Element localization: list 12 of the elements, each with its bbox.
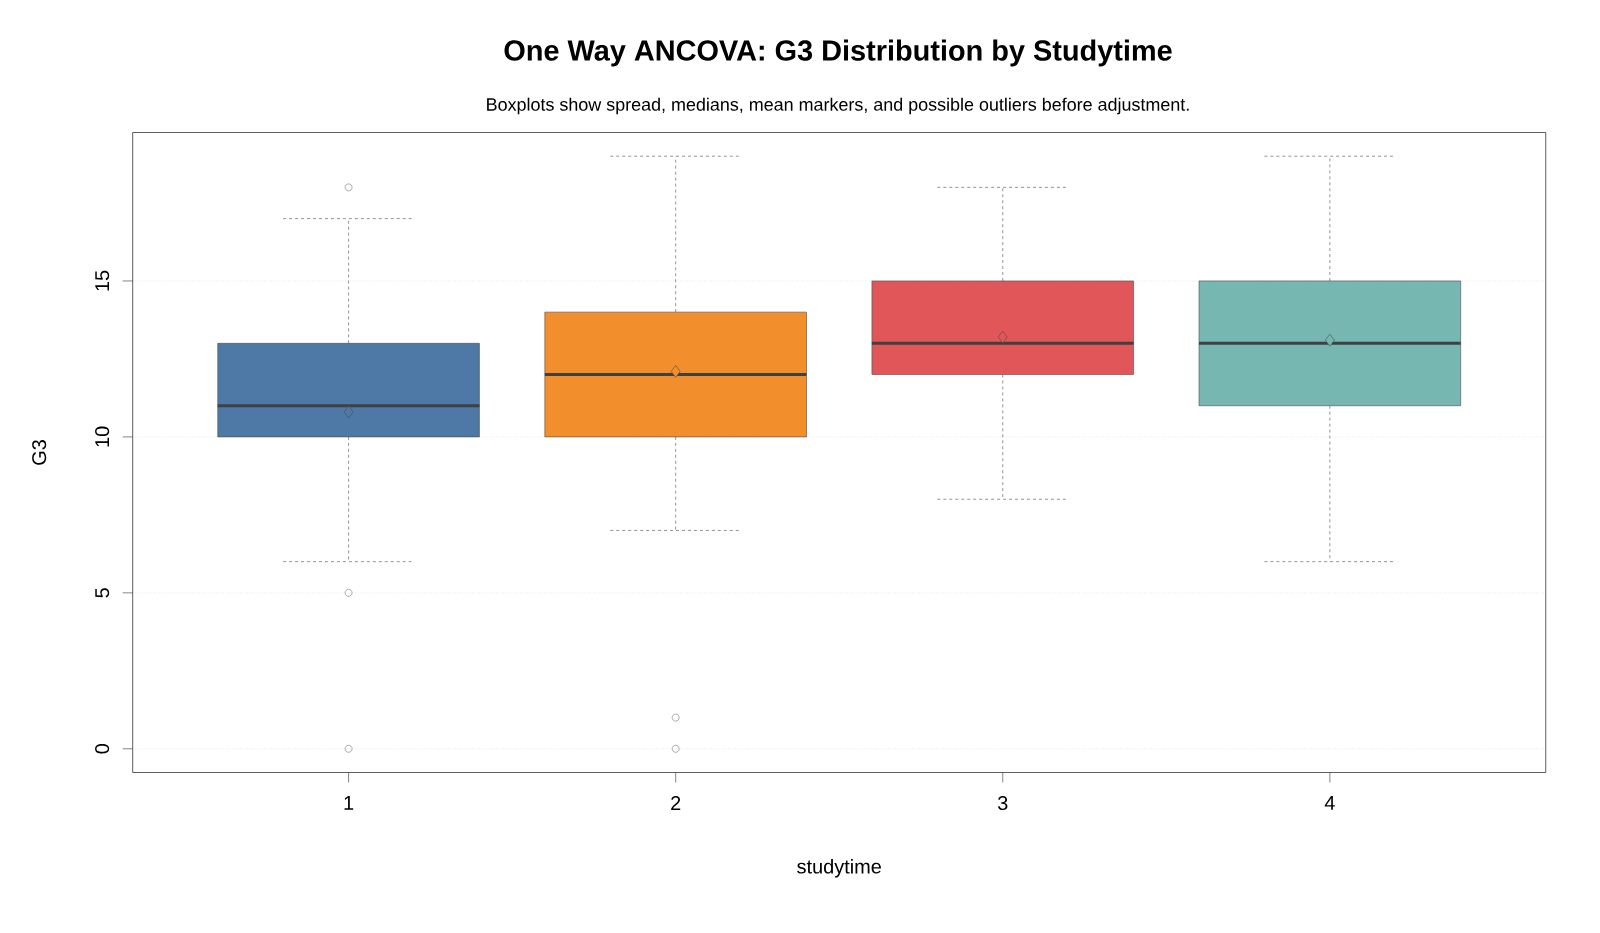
y-axis-title: G3 <box>32 440 47 465</box>
x-tick-label: 3 <box>997 796 1008 811</box>
chart-subtitle: Boxplots show spread, medians, mean markers, and possible outliers before adjustment. <box>487 97 1189 115</box>
y-tick-label: 0 <box>95 744 110 754</box>
x-tick-label: 2 <box>671 796 681 810</box>
x-tick-label: 4 <box>1324 796 1335 810</box>
x-tick-label: 1 <box>344 796 354 810</box>
y-tick-label: 10 <box>95 426 110 447</box>
x-axis-title: studytime <box>797 858 881 878</box>
y-tick-label: 5 <box>95 588 110 598</box>
chart-title: One Way ANCOVA: G3 Distribution by Studytime <box>504 39 1172 67</box>
y-tick-label: 15 <box>95 270 110 291</box>
